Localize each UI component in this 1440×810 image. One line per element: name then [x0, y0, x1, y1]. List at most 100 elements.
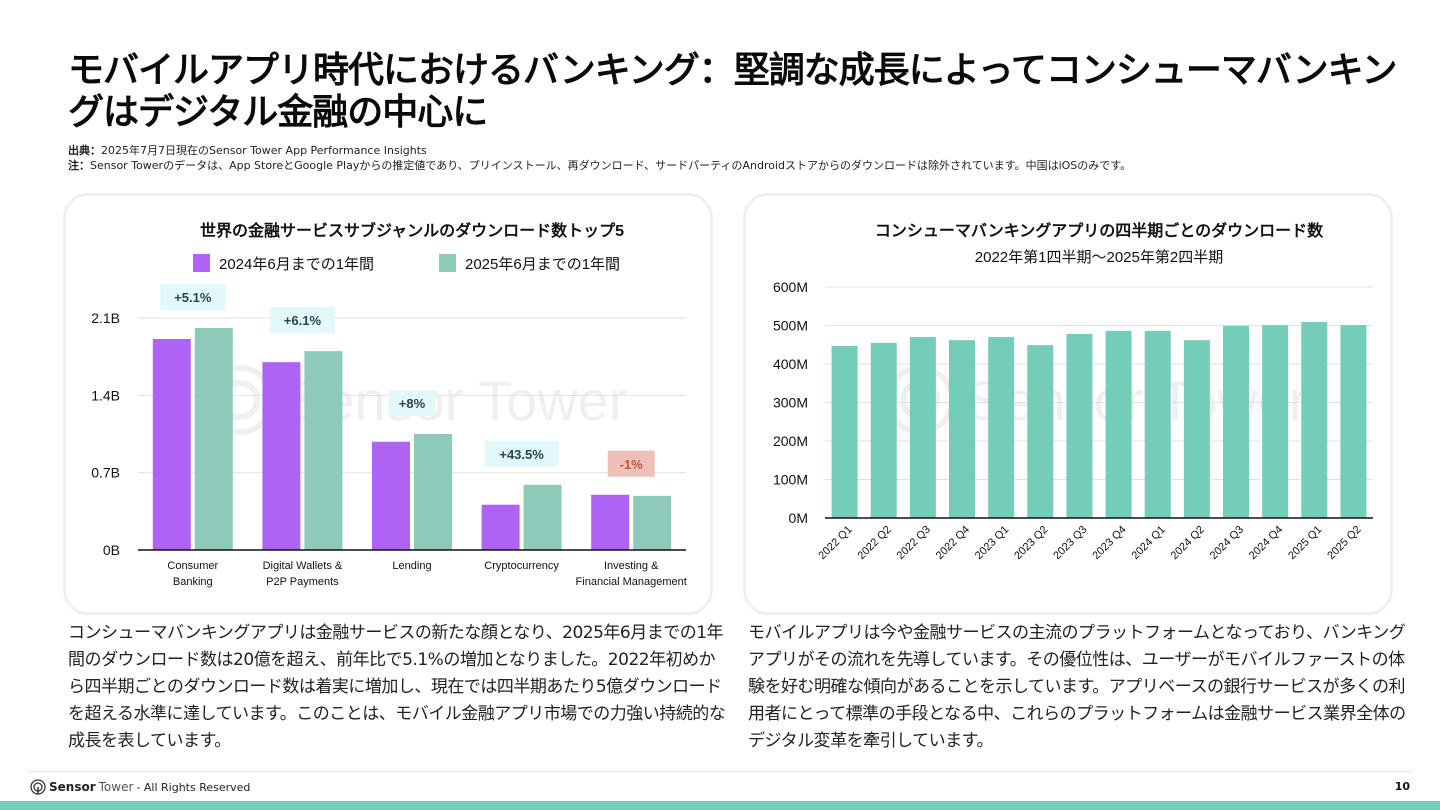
bar: [523, 484, 562, 550]
bar: [304, 351, 343, 550]
note-label: 注：: [68, 159, 90, 172]
y-tick-label: 0B: [103, 542, 120, 558]
footer-brand-light: Tower: [98, 780, 134, 794]
summary-paragraph-right: モバイルアプリは今や金融サービスの主流のプラットフォームとなっており、バンキング…: [748, 623, 1406, 751]
watermark-text: Sensor Tower: [286, 369, 627, 432]
footer-brand-bold: Sensor: [49, 780, 96, 794]
x-tick-label: 2024 Q1: [1130, 524, 1168, 562]
watermark: Sensor Tower: [885, 365, 1307, 435]
x-tick-label: 2025 Q1: [1286, 524, 1324, 562]
quarterly-downloads-chart: Sensor Tower コンシューマバンキングアプリの四半期ごとのダウンロード数…: [773, 221, 1373, 562]
bar: [1066, 333, 1093, 518]
bar: [870, 342, 897, 518]
legend-swatch: [439, 254, 456, 272]
change-badge-label: +43.5%: [499, 447, 544, 462]
bar: [414, 434, 452, 550]
x-tick-label: Investing &: [604, 560, 659, 572]
change-badge: [484, 440, 559, 467]
source-notes: 出典：2025年7月7日現在のSensor Tower App Performa…: [68, 143, 1131, 173]
bar: [1183, 340, 1210, 518]
summary-paragraph-left: コンシューマバンキングアプリは金融サービスの新たな顔となり、2025年6月までの…: [68, 623, 726, 751]
source-label: 出典：: [68, 144, 101, 157]
change-badge-label: +8%: [399, 396, 426, 411]
note-text: Sensor Towerのデータは、App StoreとGoogle Playか…: [90, 159, 1132, 172]
bar: [1223, 325, 1249, 518]
bar: [633, 495, 672, 550]
change-badge-label: +5.1%: [174, 290, 212, 305]
x-tick-label: 2023 Q4: [1090, 524, 1128, 562]
x-tick-label: Cryptocurrency: [484, 560, 559, 572]
legend-label: 2024年6月までの1年間: [219, 256, 374, 273]
y-tick-label: 0M: [789, 510, 808, 526]
page-title: モバイルアプリ時代におけるバンキング：堅調な成長によってコンシューマバンキングは…: [68, 50, 1398, 133]
change-badge-label: +6.1%: [284, 313, 322, 328]
chart-title: 世界の金融サービスサブジャンルのダウンロード数トップ5: [200, 221, 624, 240]
note-line: 注：Sensor Towerのデータは、App StoreとGoogle Pla…: [68, 158, 1131, 173]
change-badge: [269, 307, 335, 334]
chart-subtitle: 2022年第1四半期〜2025年第2四半期: [975, 248, 1223, 266]
x-tick-label: P2P Payments: [266, 576, 339, 588]
source-text: 2025年7月7日現在のSensor Tower App Performance…: [101, 144, 427, 157]
x-tick-label: 2024 Q4: [1247, 524, 1285, 562]
bar: [1027, 345, 1054, 518]
bottom-accent-bar: [0, 801, 1440, 810]
bar: [1262, 325, 1289, 518]
y-tick-label: 400M: [773, 356, 808, 372]
x-tick-label: 2024 Q3: [1208, 524, 1246, 562]
y-tick-label: 100M: [773, 472, 808, 488]
watermark-text: Sensor Tower: [966, 369, 1307, 432]
change-badge: [607, 450, 655, 477]
bar: [152, 338, 191, 550]
x-tick-label: 2022 Q2: [856, 524, 894, 562]
change-badge-label: -1%: [620, 457, 644, 472]
quarterly-downloads-card: Sensor Tower コンシューマバンキングアプリの四半期ごとのダウンロード数…: [746, 196, 1390, 612]
chart-title: コンシューマバンキングアプリの四半期ごとのダウンロード数: [875, 221, 1324, 240]
x-tick-label: 2025 Q2: [1325, 524, 1363, 562]
y-tick-label: 200M: [773, 433, 808, 449]
bar: [591, 494, 630, 550]
bar: [909, 337, 936, 518]
bar: [194, 327, 233, 550]
watermark: Sensor Tower: [205, 365, 627, 435]
x-tick-label: 2023 Q3: [1051, 524, 1089, 562]
footer-divider: [28, 771, 1412, 772]
x-tick-label: 2023 Q1: [973, 524, 1011, 562]
change-badge: [160, 283, 226, 310]
y-tick-label: 1.4B: [91, 387, 120, 403]
x-tick-label: Financial Management: [576, 576, 687, 588]
bar: [1144, 330, 1171, 518]
x-tick-label: 2023 Q2: [1012, 524, 1050, 562]
bar: [988, 337, 1015, 518]
legend-swatch: [193, 254, 210, 272]
x-tick-label: 2024 Q2: [1169, 524, 1207, 562]
sensor-tower-logo-icon: [30, 779, 46, 795]
x-tick-label: Lending: [392, 560, 431, 572]
x-tick-label: 2022 Q4: [934, 524, 972, 562]
x-tick-label: 2022 Q3: [895, 524, 933, 562]
bar: [949, 340, 975, 518]
y-tick-label: 2.1B: [91, 310, 120, 326]
legend-label: 2025年6月までの1年間: [465, 256, 620, 273]
bar: [1105, 330, 1132, 518]
y-tick-label: 500M: [773, 318, 808, 334]
footer-rights: - All Rights Reserved: [136, 780, 251, 794]
bar: [1340, 325, 1367, 518]
bar: [262, 362, 301, 550]
x-tick-label: Banking: [173, 576, 213, 588]
footer: Sensor Tower - All Rights Reserved: [30, 779, 250, 795]
change-badge: [388, 390, 436, 416]
subgenre-downloads-card: Sensor Tower 世界の金融サービスサブジャンルのダウンロード数トップ5 2…: [66, 196, 710, 612]
bar: [481, 504, 520, 550]
x-tick-label: 2022 Q1: [816, 524, 854, 562]
bar: [831, 345, 858, 518]
x-tick-label: Consumer: [167, 560, 218, 572]
subgenre-downloads-chart: Sensor Tower 世界の金融サービスサブジャンルのダウンロード数トップ5 2…: [91, 221, 687, 588]
bar: [1301, 322, 1328, 518]
page-number: 10: [1394, 780, 1410, 793]
source-line: 出典：2025年7月7日現在のSensor Tower App Performa…: [68, 143, 1131, 158]
y-tick-label: 300M: [773, 395, 808, 411]
bar: [372, 441, 410, 550]
y-tick-label: 0.7B: [91, 465, 120, 481]
x-tick-label: Digital Wallets &: [263, 560, 343, 572]
y-tick-label: 600M: [773, 279, 808, 295]
